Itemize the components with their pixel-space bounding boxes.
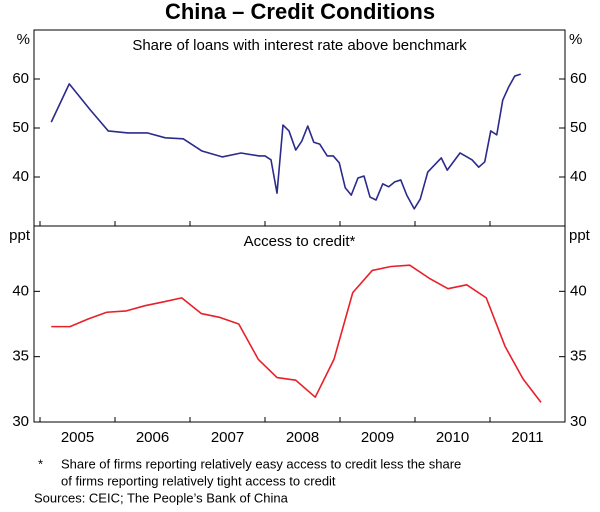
y-tick-label: 50 <box>12 119 29 136</box>
x-tick-label: 2008 <box>286 429 319 446</box>
panel-title: Access to credit* <box>244 233 356 250</box>
y-tick-label: 40 <box>570 168 587 185</box>
x-tick-label: 2007 <box>211 429 244 446</box>
plot-frame <box>33 225 566 423</box>
sources: Sources: CEIC; The People’s Bank of Chin… <box>34 490 289 505</box>
x-tick-label: 2011 <box>511 429 543 446</box>
y-tick-label: 60 <box>12 70 29 87</box>
y-tick-label: 30 <box>570 413 587 430</box>
x-tick-label: 2006 <box>136 429 169 446</box>
y-axis-unit: % <box>569 31 582 48</box>
plot-frame <box>33 29 566 227</box>
y-tick-label: 40 <box>12 282 29 299</box>
y-tick-label: 40 <box>12 168 29 185</box>
y-tick-label: 30 <box>12 413 29 430</box>
footnote-marker: * <box>38 456 43 471</box>
data-line <box>51 264 542 403</box>
y-tick-label: 60 <box>570 70 587 87</box>
y-tick-label: 50 <box>570 119 587 136</box>
x-tick-label: 2010 <box>436 429 469 446</box>
x-tick-label: 2009 <box>361 429 394 446</box>
y-tick-label: 35 <box>12 348 29 365</box>
chart-title: China – Credit Conditions <box>165 0 435 24</box>
y-tick-label: 35 <box>570 348 587 365</box>
panel-title: Share of loans with interest rate above … <box>132 37 467 54</box>
y-axis-unit: % <box>17 31 30 48</box>
footnote-line: Share of firms reporting relatively easy… <box>61 456 461 471</box>
y-axis-unit: ppt <box>9 227 31 244</box>
footnote-line: of firms reporting relatively tight acce… <box>61 473 336 488</box>
x-tick-label: 2005 <box>61 429 94 446</box>
y-tick-label: 40 <box>570 282 587 299</box>
y-axis-unit: ppt <box>569 227 591 244</box>
data-line <box>50 73 521 210</box>
